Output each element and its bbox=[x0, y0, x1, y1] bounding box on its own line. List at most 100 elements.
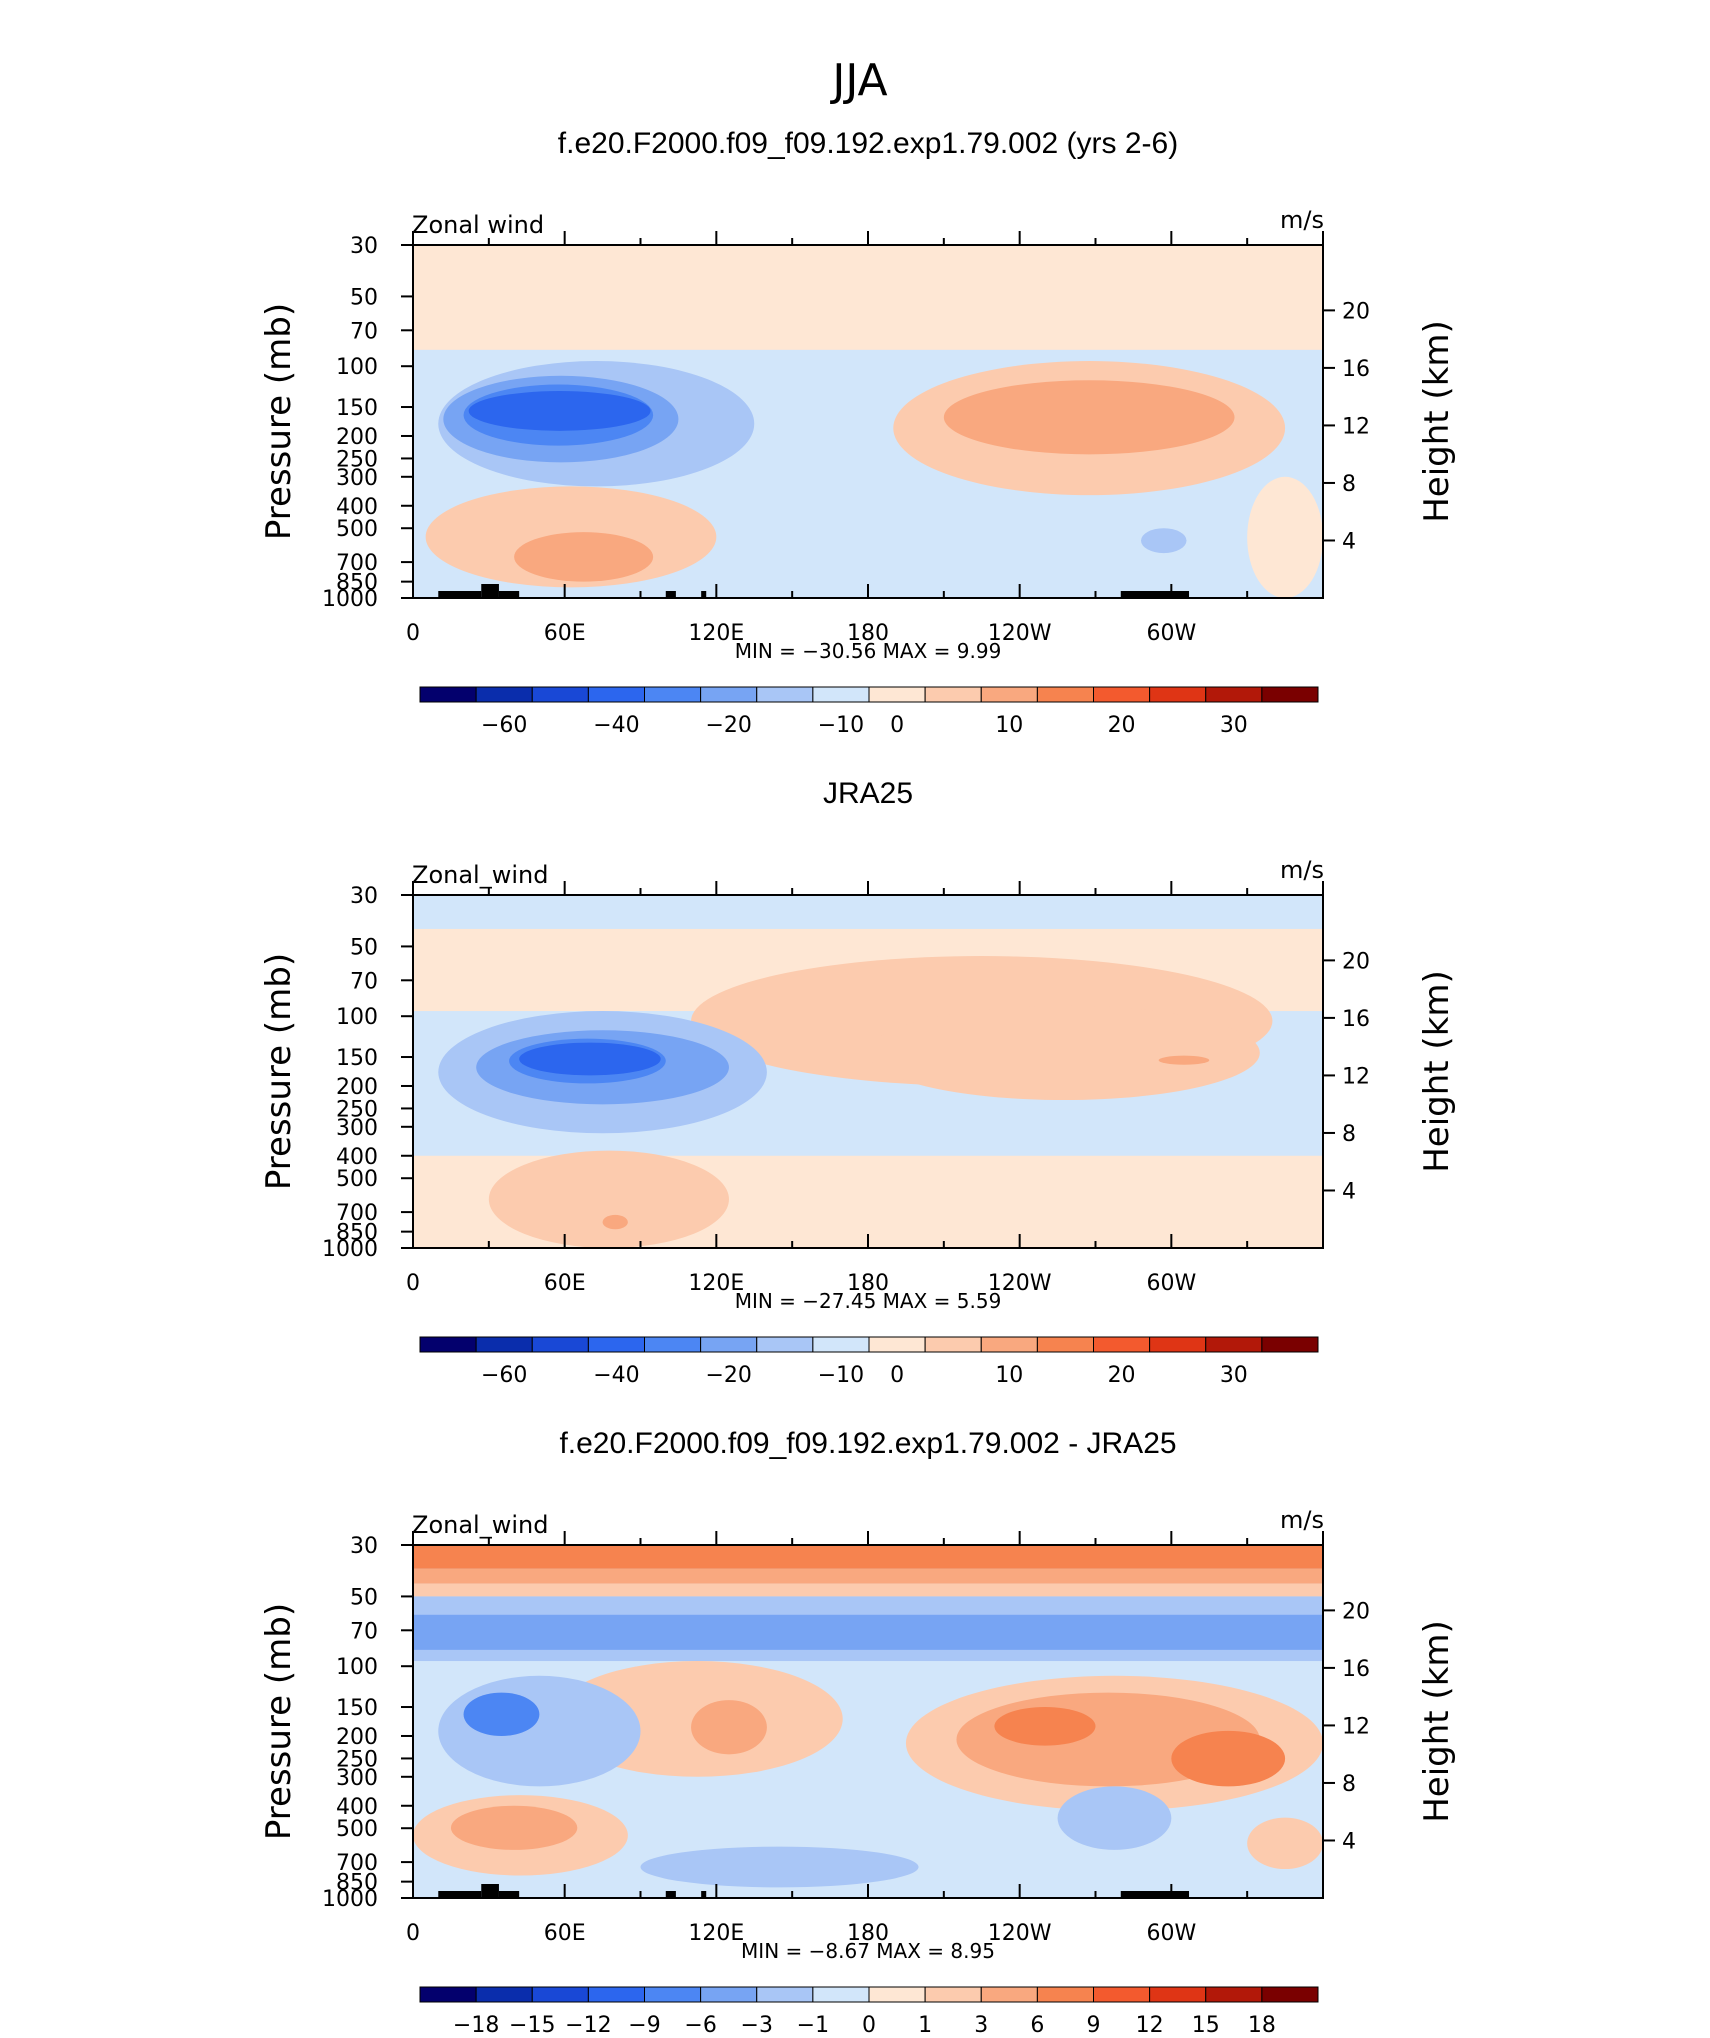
y-tick-label: 300 bbox=[336, 1766, 378, 1791]
colorbar-swatch bbox=[700, 1986, 758, 2003]
colorbar-swatch bbox=[812, 1986, 870, 2003]
contour-region bbox=[943, 380, 1235, 455]
colorbar-label: −9 bbox=[628, 2013, 660, 2038]
y-tick-label: 400 bbox=[336, 1795, 378, 1820]
y-tick-label: 250 bbox=[336, 1097, 378, 1122]
contour-region bbox=[413, 1568, 1323, 1584]
y-tick-label: 70 bbox=[350, 1619, 378, 1644]
colorbar-swatch bbox=[1205, 1986, 1263, 2003]
y-tick-label: 200 bbox=[336, 425, 378, 450]
colorbar-label: −10 bbox=[818, 713, 864, 738]
colorbar-swatch bbox=[980, 1336, 1038, 1353]
colorbar-swatch bbox=[1205, 1336, 1263, 1353]
y-tick-label: 30 bbox=[350, 1534, 378, 1559]
colorbar-swatch bbox=[531, 686, 589, 703]
x-tick-label: 120E bbox=[688, 1271, 744, 1296]
colorbar-swatch bbox=[924, 1336, 982, 1353]
colorbar-swatch bbox=[419, 1986, 477, 2003]
colorbar-label: 0 bbox=[890, 1363, 904, 1388]
y-tick-label: 400 bbox=[336, 1145, 378, 1170]
y-right-tick-label: 20 bbox=[1342, 1599, 1370, 1624]
colorbar-swatch bbox=[587, 1986, 645, 2003]
topography-bar bbox=[438, 1891, 482, 1898]
y-right-tick-label: 8 bbox=[1342, 1122, 1356, 1147]
x-tick-label: 120W bbox=[988, 1921, 1052, 1946]
colorbar-label: −6 bbox=[684, 2013, 716, 2038]
y-tick-label: 850 bbox=[336, 571, 378, 596]
y-tick-label: 1000 bbox=[322, 1237, 378, 1262]
colorbar-label: 10 bbox=[995, 713, 1023, 738]
y-tick-label: 400 bbox=[336, 495, 378, 520]
colorbar-swatch bbox=[980, 686, 1038, 703]
colorbar-swatch bbox=[531, 1986, 589, 2003]
colorbar-label: −1 bbox=[797, 2013, 829, 2038]
min-max-text: MIN = −8.67 MAX = 8.95 bbox=[741, 1939, 995, 1963]
contour-region bbox=[1171, 1730, 1286, 1787]
contour-region bbox=[994, 1707, 1096, 1746]
colorbar-swatch bbox=[644, 1986, 702, 2003]
y-tick-label: 100 bbox=[336, 1005, 378, 1030]
y-tick-label: 300 bbox=[336, 1116, 378, 1141]
colorbar-swatch bbox=[1149, 686, 1207, 703]
y-right-tick-label: 16 bbox=[1342, 1007, 1370, 1032]
variable-label: Zonal_wind bbox=[412, 1511, 548, 1539]
y-axis-right-title: Height (km) bbox=[1417, 320, 1457, 523]
colorbar-label: 10 bbox=[995, 1363, 1023, 1388]
variable-label: Zonal_wind bbox=[412, 861, 548, 889]
colorbar-label: −20 bbox=[705, 713, 751, 738]
x-tick-label: 60E bbox=[544, 1921, 586, 1946]
topography-bar bbox=[701, 1891, 707, 1898]
colorbar-label: 15 bbox=[1192, 2013, 1220, 2038]
contour-fill bbox=[413, 245, 1323, 598]
contour-region bbox=[413, 895, 1323, 929]
colorbar-swatch bbox=[644, 686, 702, 703]
x-tick-label: 60W bbox=[1146, 621, 1196, 646]
contour-fill bbox=[413, 895, 1323, 1248]
contour-region bbox=[488, 1150, 729, 1248]
y-right-tick-label: 4 bbox=[1342, 1179, 1356, 1204]
x-tick-label: 60E bbox=[544, 621, 586, 646]
contour-region bbox=[438, 1675, 641, 1787]
y-tick-label: 700 bbox=[336, 1201, 378, 1226]
y-tick-label: 50 bbox=[350, 1585, 378, 1610]
y-right-tick-label: 16 bbox=[1342, 1657, 1370, 1682]
x-tick-label: 120E bbox=[688, 621, 744, 646]
y-tick-label: 850 bbox=[336, 1221, 378, 1246]
topography-bar bbox=[438, 591, 482, 598]
colorbar-label: 6 bbox=[1030, 2013, 1044, 2038]
colorbar-swatch bbox=[1205, 686, 1263, 703]
x-tick-label: 60W bbox=[1146, 1271, 1196, 1296]
colorbar-swatch bbox=[587, 686, 645, 703]
colorbar-swatch bbox=[475, 1986, 533, 2003]
contour-region bbox=[450, 1805, 578, 1850]
topography-bar bbox=[498, 1891, 520, 1898]
colorbar-label: 30 bbox=[1220, 713, 1248, 738]
y-tick-label: 500 bbox=[336, 1167, 378, 1192]
topography-bar bbox=[481, 1884, 499, 1898]
x-tick-label: 0 bbox=[406, 621, 420, 646]
y-tick-label: 30 bbox=[350, 234, 378, 259]
colorbar-label: 20 bbox=[1108, 713, 1136, 738]
topography-bar bbox=[498, 591, 520, 598]
y-axis-title: Pressure (mb) bbox=[259, 953, 299, 1190]
units-label: m/s bbox=[1280, 856, 1324, 884]
x-tick-label: 60W bbox=[1146, 1921, 1196, 1946]
colorbar-label: 30 bbox=[1220, 1363, 1248, 1388]
colorbar-label: −40 bbox=[593, 1363, 639, 1388]
topography-bar bbox=[1120, 1891, 1190, 1898]
units-label: m/s bbox=[1280, 206, 1324, 234]
y-tick-label: 70 bbox=[350, 969, 378, 994]
colorbar-swatch bbox=[812, 1336, 870, 1353]
colorbar-swatch bbox=[868, 1986, 926, 2003]
y-tick-label: 200 bbox=[336, 1075, 378, 1100]
colorbar-swatch bbox=[1149, 1336, 1207, 1353]
colorbar-label: 0 bbox=[862, 2013, 876, 2038]
colorbar-swatch bbox=[756, 1986, 814, 2003]
colorbar-swatch bbox=[1036, 1986, 1094, 2003]
colorbar-swatch bbox=[812, 686, 870, 703]
colorbar-label: 3 bbox=[974, 2013, 988, 2038]
colorbar-swatch bbox=[924, 1986, 982, 2003]
y-tick-label: 500 bbox=[336, 1817, 378, 1842]
colorbar-swatch bbox=[531, 1336, 589, 1353]
